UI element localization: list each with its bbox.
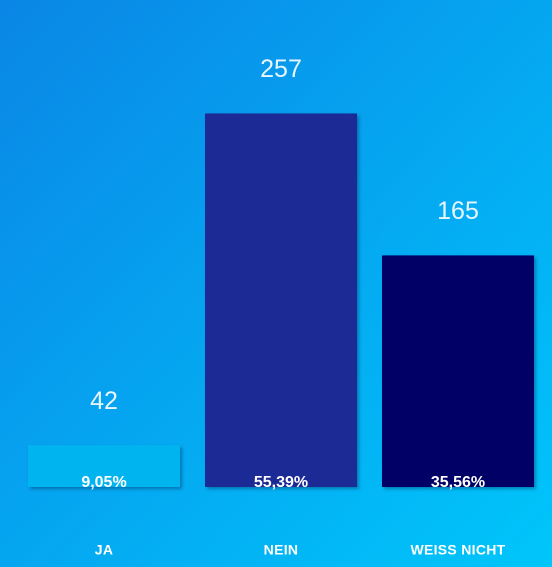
- share-label: 9,05%: [81, 474, 126, 491]
- share-label: 55,39%: [254, 474, 308, 491]
- value-label: 165: [437, 197, 479, 225]
- x-tick-label: JA: [95, 542, 114, 558]
- value-label: 257: [260, 55, 302, 83]
- bar: [28, 445, 180, 487]
- share-label: 35,56%: [431, 474, 485, 491]
- value-label: 42: [90, 387, 118, 415]
- x-tick-label: NEIN: [264, 542, 299, 558]
- bar: [382, 255, 534, 487]
- x-tick-label: WEISS NICHT: [410, 542, 505, 558]
- bar: [205, 113, 357, 487]
